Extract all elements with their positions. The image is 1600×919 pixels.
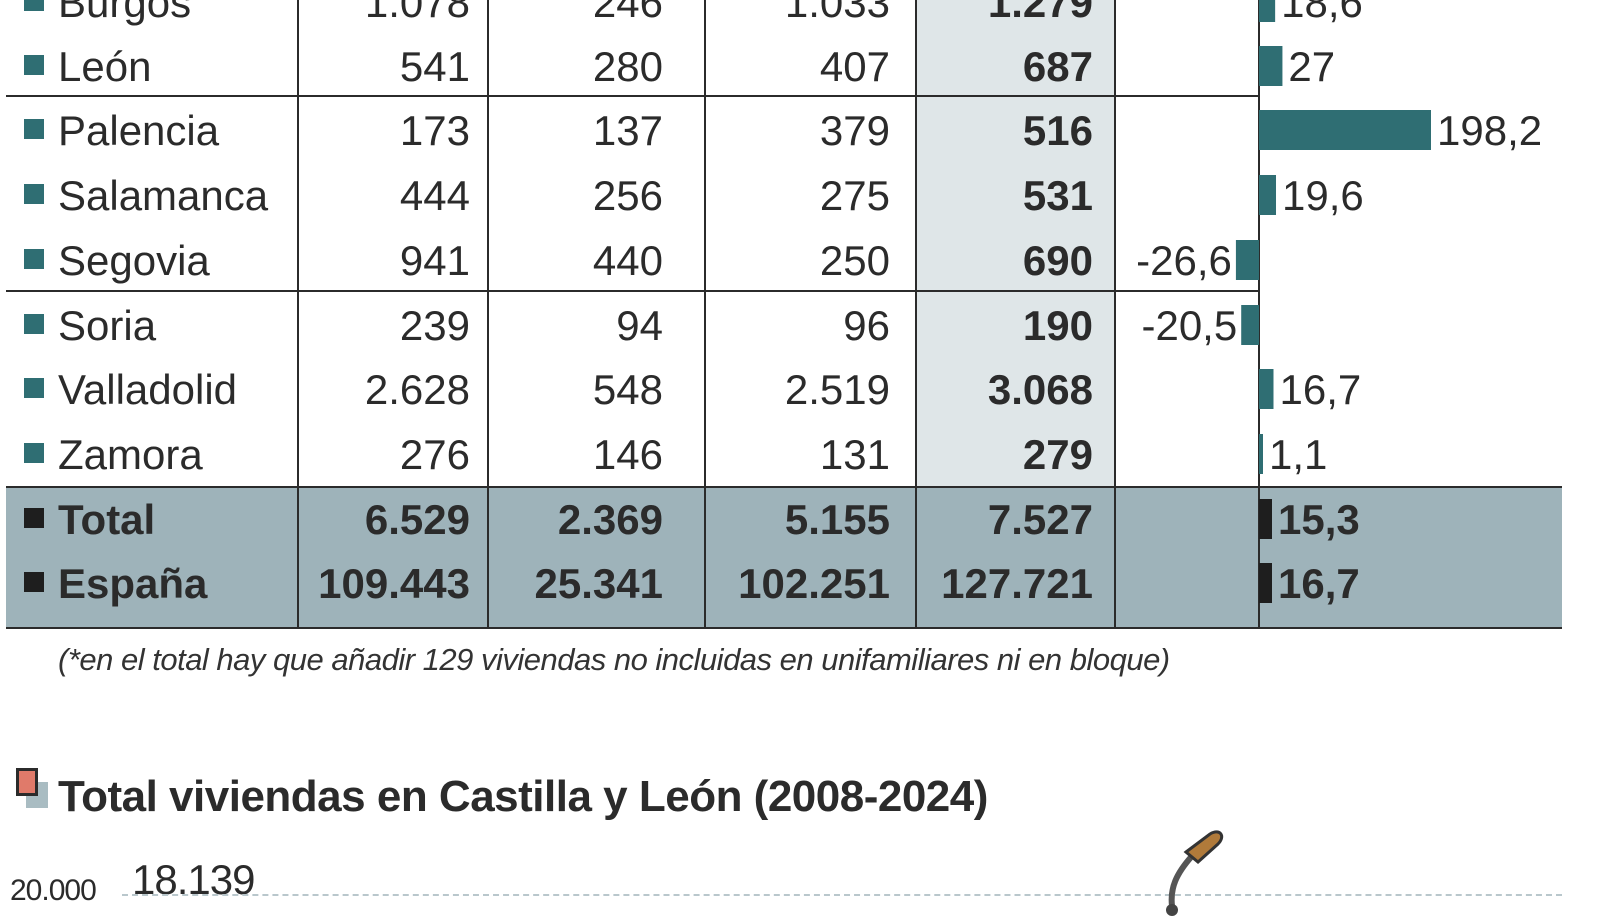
table-cell: 239: [400, 302, 470, 349]
bar: [1259, 369, 1274, 409]
table-cell: 94: [616, 302, 663, 349]
line-chart-title: Total viviendas en Castilla y León (2008…: [58, 772, 988, 821]
bar: [1259, 46, 1283, 86]
table-cell: 1.078: [365, 0, 470, 26]
table-cell: 246: [593, 0, 663, 26]
bar-label: 19,6: [1282, 172, 1364, 219]
table-cell: 941: [400, 237, 470, 284]
summary-marker: [24, 508, 44, 528]
table-cell: 127.721: [941, 560, 1093, 607]
y-axis-tick-label: 20.000: [10, 874, 97, 907]
table-cell: 379: [820, 107, 890, 154]
table-cell: 444: [400, 172, 470, 219]
table-cell: 250: [820, 237, 890, 284]
row-label: Zamora: [58, 431, 203, 478]
table-cell: 280: [593, 43, 663, 90]
line-first-value-label: 18.139: [132, 856, 255, 903]
row-label: Segovia: [58, 237, 210, 284]
table-cell: 5.155: [785, 496, 890, 543]
province-marker: [24, 55, 44, 75]
table-cell: 407: [820, 43, 890, 90]
table-cell: 190: [1023, 302, 1093, 349]
table-cell: 440: [593, 237, 663, 284]
row-label: Burgos: [58, 0, 191, 26]
bar-label: -26,6: [1136, 237, 1232, 284]
table-cell: 516: [1023, 107, 1093, 154]
province-marker: [24, 443, 44, 463]
province-marker: [24, 314, 44, 334]
table-cell: 109.443: [318, 560, 470, 607]
province-marker: [24, 249, 44, 269]
table-cell: 146: [593, 431, 663, 478]
table-cell: 690: [1023, 237, 1093, 284]
bar: [1259, 110, 1431, 150]
bar-label: -20,5: [1141, 302, 1237, 349]
bar-label: 15,3: [1278, 496, 1360, 543]
table-cell: 96: [843, 302, 890, 349]
bar-label: 198,2: [1437, 107, 1542, 154]
row-label: Soria: [58, 302, 157, 349]
crane-icon: [1166, 830, 1224, 916]
bar: [1259, 563, 1272, 603]
province-marker: [24, 119, 44, 139]
table-cell: 531: [1023, 172, 1093, 219]
summary-marker: [24, 572, 44, 592]
row-label: León: [58, 43, 151, 90]
table-cell: 548: [593, 366, 663, 413]
bar: [1235, 240, 1259, 280]
table-cell: 279: [1023, 431, 1093, 478]
table-cell: 25.341: [535, 560, 663, 607]
bar: [1259, 499, 1272, 539]
footnote: (*en el total hay que añadir 129 viviend…: [58, 642, 1170, 677]
table-cell: 3.068: [988, 366, 1093, 413]
table-cell: 102.251: [738, 560, 890, 607]
bar-label: 16,7: [1279, 366, 1361, 413]
table-cell: 687: [1023, 43, 1093, 90]
table-cell: 6.529: [365, 496, 470, 543]
bar: [1259, 434, 1263, 474]
table-cell: 1.033: [785, 0, 890, 26]
bar-label: 16,7: [1278, 560, 1360, 607]
table-cell: 7.527: [988, 496, 1093, 543]
bar: [1259, 0, 1276, 22]
table-cell: 173: [400, 107, 470, 154]
province-marker: [24, 184, 44, 204]
section-marker-icon: [16, 768, 50, 810]
table-cell: 275: [820, 172, 890, 219]
total-column-highlight: [916, 0, 1115, 487]
table-cell: 131: [820, 431, 890, 478]
row-label: Valladolid: [58, 366, 237, 413]
bar-label: 18,6: [1281, 0, 1363, 26]
province-marker: [24, 0, 44, 11]
table-cell: 256: [593, 172, 663, 219]
bar-label: 27: [1288, 43, 1335, 90]
table-cell: 137: [593, 107, 663, 154]
table-cell: 2.628: [365, 366, 470, 413]
table-cell: 541: [400, 43, 470, 90]
table-cell: 276: [400, 431, 470, 478]
summary-background: [6, 487, 1562, 628]
bar: [1259, 175, 1277, 215]
province-marker: [24, 378, 44, 398]
row-label: Total: [58, 496, 155, 543]
table-cell: 2.369: [558, 496, 663, 543]
table-cell: 2.519: [785, 366, 890, 413]
row-label: España: [58, 560, 208, 607]
table-cell: 1.279: [988, 0, 1093, 26]
bar-label: 1,1: [1269, 431, 1327, 478]
bar: [1241, 305, 1259, 345]
row-label: Palencia: [58, 107, 220, 154]
row-label: Salamanca: [58, 172, 269, 219]
y-gridline: [122, 894, 1562, 896]
